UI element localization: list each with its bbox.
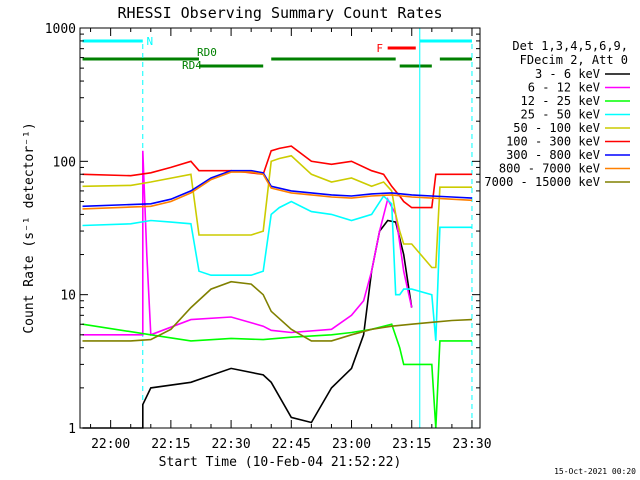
x-tick-label: 23:30	[452, 437, 491, 452]
legend-label-4: 50 - 100 keV	[513, 121, 600, 135]
x-axis-label: Start Time (10-Feb-04 21:52:22)	[159, 455, 402, 470]
x-tick-label: 22:45	[272, 437, 311, 452]
series-layer	[82, 145, 473, 429]
chart-title: RHESSI Observing Summary Count Rates	[117, 4, 442, 22]
series-line-5	[82, 145, 472, 209]
legend-label-5: 100 - 300 keV	[506, 135, 600, 149]
y-tick-label: 100	[53, 155, 76, 170]
generation-timestamp: 15-Oct-2021 00:20	[554, 467, 636, 476]
legend-label-8: 7000 - 15000 keV	[484, 175, 600, 189]
series-line-7	[82, 171, 473, 210]
series-line-0	[82, 219, 413, 429]
y-tick-label: 1	[68, 422, 76, 437]
x-tick-label: 22:00	[91, 437, 130, 452]
series-line-3	[82, 194, 472, 341]
x-tick-label: 22:15	[151, 437, 190, 452]
y-axis: 1 10 100 1000	[45, 22, 480, 437]
y-axis-label: Count Rate (s⁻¹ detector⁻¹)	[22, 122, 37, 333]
flag-label-rd0: RD0	[197, 46, 217, 59]
legend-header-line-1: Det 1,3,4,5,6,9,	[512, 39, 628, 53]
flag-label-rd4: RD4	[182, 59, 202, 72]
legend-label-3: 25 - 50 keV	[521, 108, 600, 122]
legend: Det 1,3,4,5,6,9, FDecim 2, Att 0 3 - 6 k…	[484, 39, 630, 189]
x-tick-label: 22:30	[212, 437, 251, 452]
legend-label-0: 3 - 6 keV	[535, 67, 600, 81]
x-tick-label: 23:00	[332, 437, 371, 452]
series-line-4	[82, 154, 472, 269]
legend-label-1: 6 - 12 keV	[528, 81, 600, 95]
legend-label-2: 12 - 25 keV	[521, 94, 600, 108]
x-tick-label: 23:15	[392, 437, 431, 452]
x-axis: 22:00 22:15 22:30 22:45 23:00 23:15 23:30	[90, 28, 492, 452]
series-line-8	[82, 280, 473, 342]
series-line-6	[82, 169, 473, 208]
flag-label-f: F	[376, 42, 383, 55]
legend-label-7: 800 - 7000 keV	[499, 162, 600, 176]
y-tick-label: 10	[60, 289, 76, 304]
plot-frame	[79, 27, 481, 429]
legend-header-line-2: FDecim 2, Att 0	[520, 53, 628, 67]
y-tick-label: 1000	[45, 22, 76, 37]
flag-label-n: N	[146, 35, 153, 48]
legend-label-6: 300 - 800 keV	[506, 148, 600, 162]
